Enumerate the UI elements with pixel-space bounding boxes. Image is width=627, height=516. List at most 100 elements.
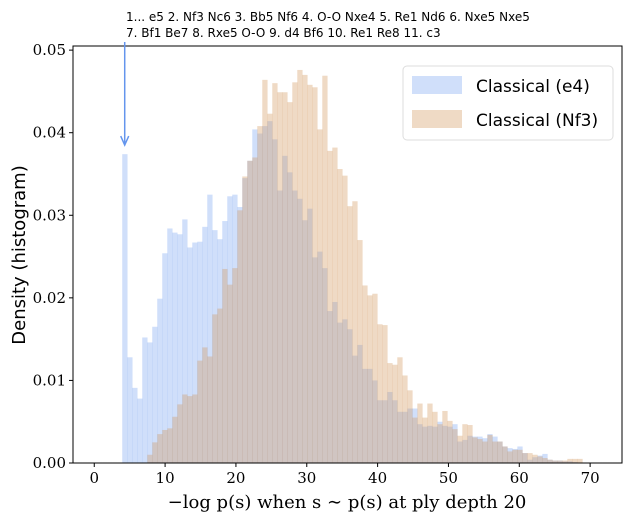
- histogram-bar: [207, 194, 213, 463]
- histogram-bar: [477, 436, 483, 463]
- histogram-bar: [337, 169, 343, 463]
- plot-frame: [72, 45, 623, 464]
- histogram-bar: [417, 403, 423, 463]
- histogram-bar: [132, 387, 138, 463]
- annotation-arrow: [120, 42, 130, 147]
- histogram-bar: [512, 448, 518, 463]
- histogram-bar: [487, 434, 493, 463]
- histogram-bar: [152, 326, 158, 463]
- histogram-bar: [342, 175, 348, 463]
- histogram-bar: [367, 295, 373, 463]
- histogram-bar: [227, 196, 233, 463]
- histogram-bar: [407, 390, 413, 463]
- histogram-bar: [377, 324, 383, 463]
- histogram-bar: [187, 247, 193, 463]
- histogram-bar: [492, 436, 498, 463]
- histogram-bar: [367, 368, 373, 463]
- histogram-bar: [212, 314, 218, 463]
- histogram-bar: [482, 438, 488, 463]
- histogram-bar: [217, 308, 223, 463]
- histogram-bar: [287, 172, 293, 463]
- histogram-bar: [477, 439, 483, 463]
- histogram-bar: [147, 454, 153, 463]
- histogram-bar: [307, 84, 313, 463]
- histogram-bar: [402, 411, 408, 463]
- y-tick-label: 0.00: [33, 454, 66, 472]
- histogram-bar: [387, 391, 393, 463]
- histogram-bar: [392, 400, 398, 463]
- histogram-bar: [372, 380, 378, 463]
- histogram-bar: [217, 239, 223, 463]
- histogram-bar: [202, 226, 208, 463]
- histogram-bar: [462, 424, 468, 463]
- histogram-bar: [532, 454, 538, 463]
- histogram-bar: [177, 404, 183, 463]
- histogram-bar: [542, 458, 548, 463]
- histogram-bar: [322, 75, 328, 463]
- histogram-bar: [297, 198, 303, 463]
- histogram-bar: [182, 219, 188, 463]
- histogram-bar: [507, 451, 513, 463]
- histogram-bar: [452, 424, 458, 463]
- histogram-bar: [522, 453, 528, 463]
- histogram-bar: [317, 129, 323, 463]
- histogram-bar: [297, 69, 303, 463]
- histogram-bar: [567, 461, 573, 463]
- histogram-bar: [487, 434, 493, 463]
- y-tick-label: 0.05: [33, 41, 66, 59]
- histogram-bar: [232, 268, 238, 463]
- histogram-bar: [497, 441, 503, 463]
- histogram-bar: [517, 449, 523, 463]
- histogram-bar: [537, 455, 543, 463]
- x-tick-label: 70: [581, 469, 600, 487]
- histogram-bar: [457, 441, 463, 463]
- histogram-bar: [537, 456, 543, 463]
- histogram-bar: [382, 325, 388, 463]
- histogram-bar: [377, 400, 383, 463]
- x-tick-label: 20: [226, 469, 245, 487]
- histogram-bar: [472, 437, 478, 463]
- histogram-bar: [517, 446, 523, 463]
- histogram-bar: [177, 234, 183, 463]
- histogram-bar: [242, 176, 248, 463]
- histogram-bar: [357, 344, 363, 463]
- x-axis-label: −log p(s) when s ∼ p(s) at ply depth 20: [168, 492, 527, 513]
- histogram-bar: [172, 232, 178, 463]
- histogram-bar: [162, 253, 168, 463]
- histogram-bar: [147, 342, 153, 463]
- histogram-bar: [567, 458, 573, 463]
- histogram-bar: [192, 242, 198, 463]
- histogram-bar: [442, 410, 448, 463]
- histogram-bar: [562, 460, 568, 463]
- histogram-bar: [412, 417, 418, 463]
- histogram-bar: [207, 356, 213, 463]
- histogram-bar: [302, 220, 308, 463]
- annotation-line-2: 7. Bf1 Be7 8. Rxe5 O-O 9. d4 Bf6 10. Re1…: [126, 26, 441, 40]
- histogram-bar: [447, 426, 453, 463]
- histogram-bar: [542, 453, 548, 463]
- histogram-bar: [167, 228, 173, 463]
- histogram-bar: [572, 458, 578, 463]
- x-tick-label: 10: [156, 469, 175, 487]
- histogram-bar: [462, 439, 468, 463]
- histogram-bar: [292, 82, 298, 463]
- y-tick-label: 0.01: [33, 371, 66, 389]
- histogram-bar: [352, 355, 358, 463]
- histogram-bar: [172, 416, 178, 463]
- histogram-bar: [312, 257, 318, 463]
- histogram-bar: [372, 293, 378, 463]
- histogram-bar: [552, 460, 558, 463]
- histogram-bar: [352, 201, 358, 463]
- histogram-bar: [527, 453, 533, 463]
- histogram-bar: [292, 190, 298, 463]
- histogram-bar: [347, 329, 353, 463]
- histogram-bar: [157, 434, 163, 463]
- histogram-bar: [507, 448, 513, 463]
- x-tick-label: 60: [510, 469, 529, 487]
- histogram-bar: [257, 126, 263, 463]
- legend: Classical (e4) Classical (Nf3): [402, 65, 614, 141]
- x-tick-label: 50: [439, 469, 458, 487]
- legend-box: [402, 65, 614, 141]
- y-tick-label: 0.03: [33, 206, 66, 224]
- x-tick-label: 30: [297, 469, 316, 487]
